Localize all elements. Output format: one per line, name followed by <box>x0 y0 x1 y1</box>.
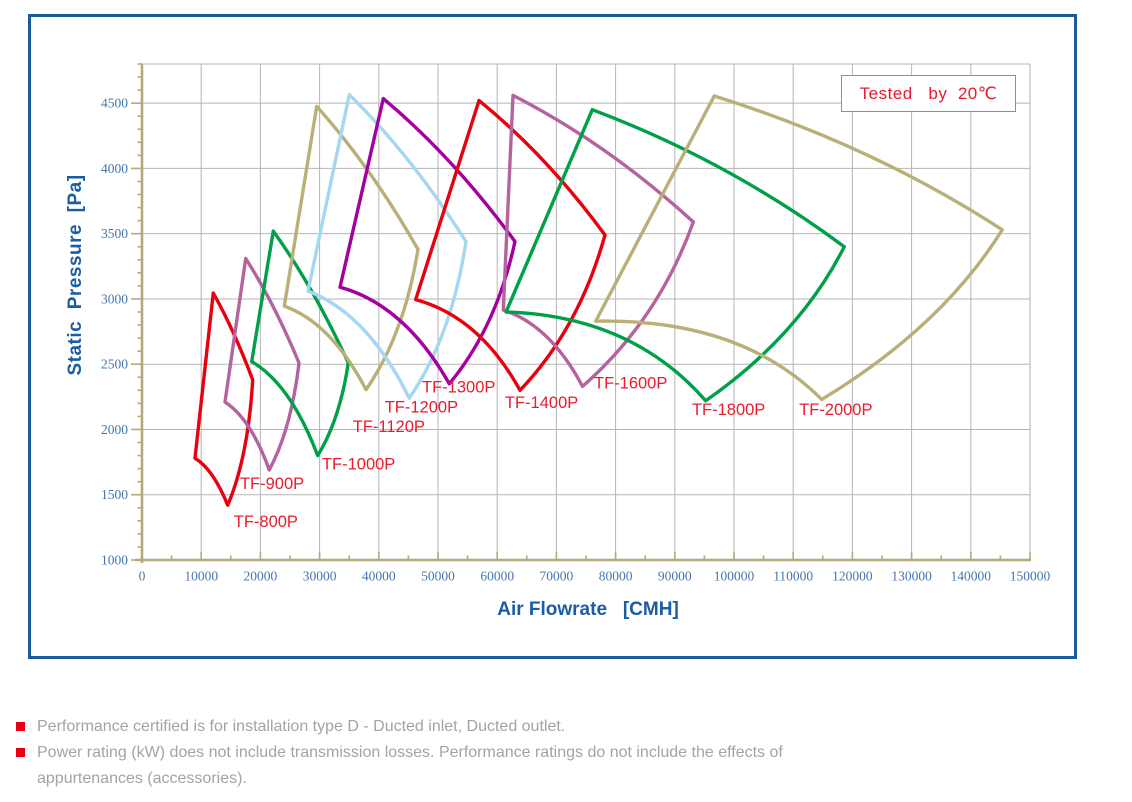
y-axis-title: Static Pressure [Pa] <box>65 174 86 376</box>
x-axis-title: Air Flowrate [CMH] <box>497 599 679 620</box>
envelope-TF-900P <box>222 256 301 472</box>
series-label-TF-1120P: TF-1120P <box>352 418 424 436</box>
envelope-TF-1200P <box>305 92 468 400</box>
series-labels: TF-800P TF-900P TF-1000P TF-1120P TF-1200P TF… <box>233 374 872 530</box>
bullet-icon <box>16 722 25 731</box>
series-label-TF-1300P: TF-1300P <box>422 378 495 396</box>
series-label-TF-900P: TF-900P <box>239 474 303 492</box>
series-label-TF-1400P: TF-1400P <box>504 394 577 412</box>
envelope-TF-1800P <box>503 107 846 402</box>
series-label-TF-1800P: TF-1800P <box>691 401 764 419</box>
footnote-2-continued: appurtenances (accessories). <box>37 766 1016 792</box>
svg-text:50000: 50000 <box>421 568 455 583</box>
svg-text:1500: 1500 <box>101 487 128 502</box>
axes <box>134 63 1031 563</box>
series-label-TF-800P: TF-800P <box>233 512 297 530</box>
svg-text:10000: 10000 <box>184 568 218 583</box>
svg-text:3000: 3000 <box>101 291 128 306</box>
envelope-TF-1600P <box>501 93 695 388</box>
svg-text:90000: 90000 <box>657 568 691 583</box>
svg-text:60000: 60000 <box>480 568 514 583</box>
svg-text:140000: 140000 <box>950 568 991 583</box>
svg-text:40000: 40000 <box>361 568 395 583</box>
svg-text:150000: 150000 <box>1009 568 1050 583</box>
envelope-TF-1300P <box>337 96 517 385</box>
envelope-TF-1000P <box>249 228 350 457</box>
chart-panel: TF-800P TF-900P TF-1000P TF-1120P TF-1200P TF… <box>28 14 1077 659</box>
series-label-TF-2000P: TF-2000P <box>799 401 872 419</box>
svg-text:2500: 2500 <box>101 356 128 371</box>
series-label-TF-1600P: TF-1600P <box>593 374 666 392</box>
svg-text:4000: 4000 <box>101 160 128 175</box>
svg-text:70000: 70000 <box>539 568 573 583</box>
bullet-icon <box>16 748 25 757</box>
envelope-TF-1120P <box>282 104 420 391</box>
envelope-TF-1400P <box>413 98 607 392</box>
footnotes: Performance certified is for installatio… <box>16 714 1016 792</box>
svg-text:20000: 20000 <box>243 568 277 583</box>
fan-performance-chart: TF-800P TF-900P TF-1000P TF-1120P TF-1200P TF… <box>101 62 1051 583</box>
envelope-TF-2000P <box>593 93 1004 401</box>
svg-text:100000: 100000 <box>713 568 754 583</box>
svg-text:0: 0 <box>138 568 145 583</box>
svg-text:110000: 110000 <box>773 568 813 583</box>
svg-text:80000: 80000 <box>598 568 632 583</box>
series-label-TF-1200P: TF-1200P <box>384 398 457 416</box>
svg-text:4500: 4500 <box>101 95 128 110</box>
svg-text:3500: 3500 <box>101 226 128 241</box>
footnote-text: appurtenances (accessories). <box>37 770 247 787</box>
svg-text:1000: 1000 <box>101 552 128 567</box>
footnote-text: Power rating (kW) does not include trans… <box>37 744 783 761</box>
footnote-1: Performance certified is for installatio… <box>16 714 1016 740</box>
footnote-text: Performance certified is for installatio… <box>37 718 566 735</box>
legend-box: Tested by 20℃ <box>841 75 1016 112</box>
svg-text:30000: 30000 <box>302 568 336 583</box>
footnote-2: Power rating (kW) does not include trans… <box>16 740 1016 766</box>
legend-label: Tested by 20℃ <box>859 83 998 103</box>
svg-text:120000: 120000 <box>832 568 873 583</box>
series-label-TF-1000P: TF-1000P <box>321 455 394 473</box>
tick-labels: 0 10000 20000 30000 40000 50000 60000 70000 8000… <box>101 95 1051 583</box>
svg-text:2000: 2000 <box>101 421 128 436</box>
envelope-TF-800P <box>192 290 254 507</box>
svg-text:130000: 130000 <box>891 568 932 583</box>
